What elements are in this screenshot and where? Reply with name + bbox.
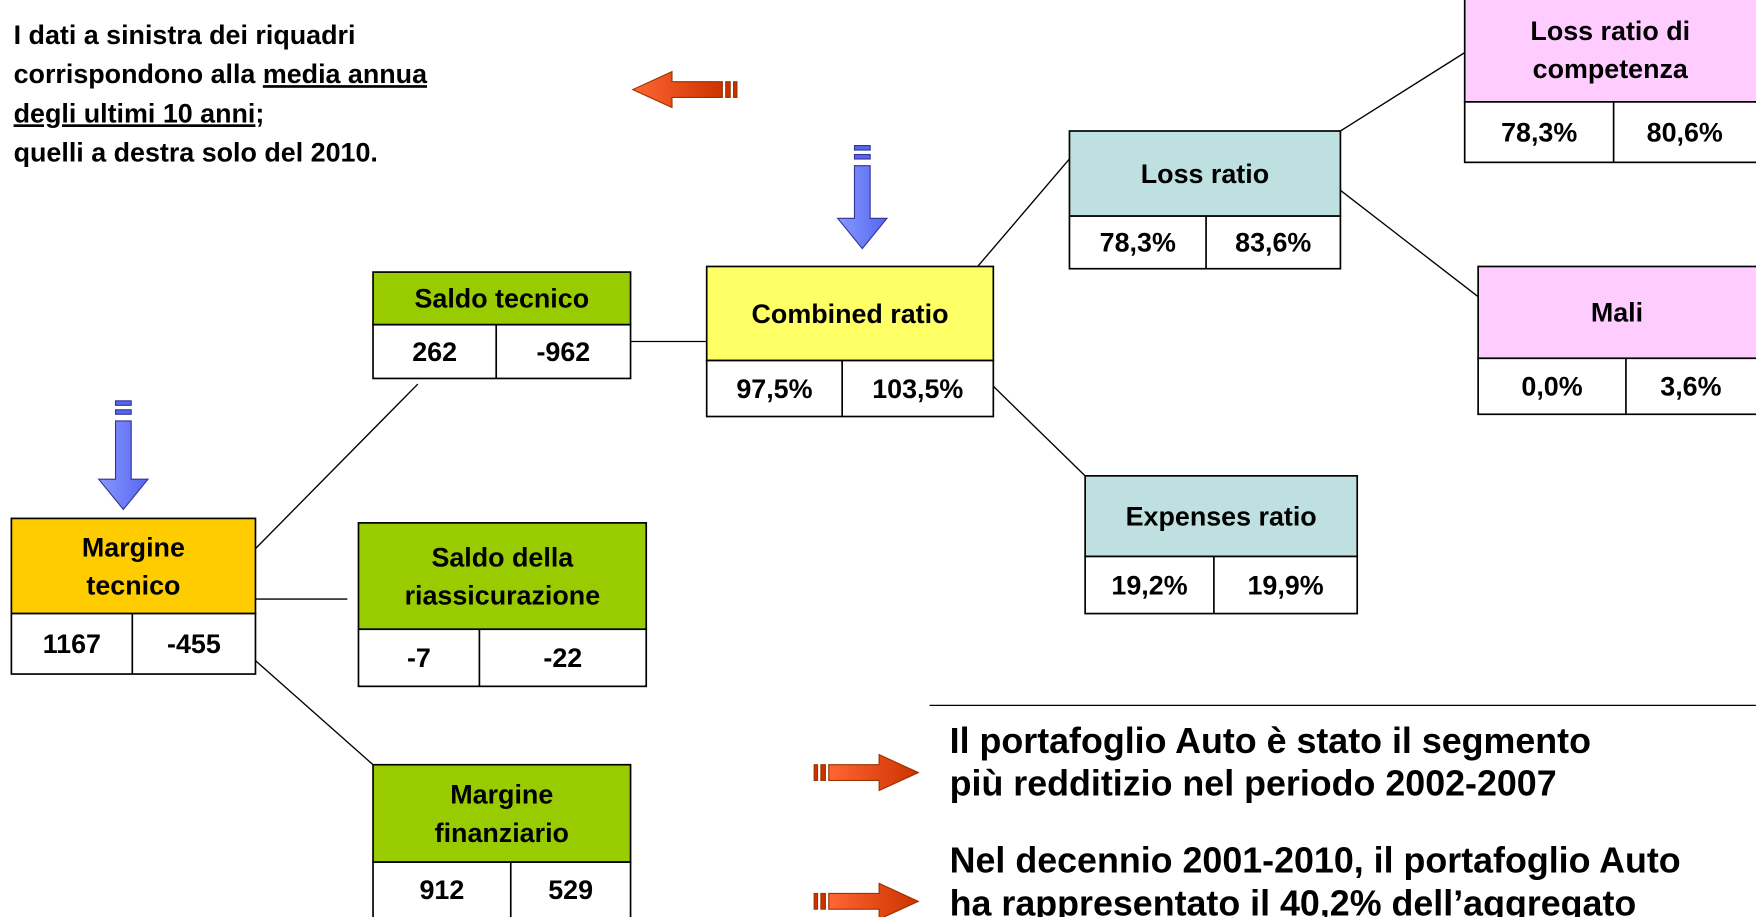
note-line: I dati a sinistra dei riquadri xyxy=(14,20,356,50)
box: Loss ratio di competenza 78,3% 80,6% xyxy=(1463,0,1756,164)
box-values xyxy=(10,612,257,675)
box-title: Margine xyxy=(450,780,553,810)
note-text: ; xyxy=(255,98,264,128)
bullet-text: Il portafoglio Auto è stato il segmento xyxy=(950,721,1591,761)
box-values xyxy=(1463,101,1756,164)
value-left: -7 xyxy=(407,643,431,673)
box-values xyxy=(357,628,648,688)
box-header xyxy=(10,517,257,615)
value-right: -22 xyxy=(543,643,582,673)
box-title: Combined ratio xyxy=(752,299,949,329)
bullet-text: Nel decennio 2001-2010, il portafoglio A… xyxy=(950,841,1681,881)
value-left: 1167 xyxy=(43,629,101,659)
connectors xyxy=(254,52,1756,766)
value-left: 19,2% xyxy=(1111,570,1187,600)
box-title: Loss ratio xyxy=(1141,159,1269,189)
value-left: 97,5% xyxy=(736,374,812,404)
value-right: 3,6% xyxy=(1660,372,1721,402)
value-left: 912 xyxy=(419,875,464,905)
box-values xyxy=(705,359,995,418)
box-header xyxy=(1463,0,1756,103)
box-title: Saldo della xyxy=(431,542,574,572)
value-left: 0,0% xyxy=(1521,372,1582,402)
box-values xyxy=(1068,215,1342,270)
down-arrows xyxy=(97,144,889,511)
arrows xyxy=(631,70,920,917)
bullet-text: più redditizio nel periodo 2002-2007 xyxy=(950,763,1557,803)
box-title: finanziario xyxy=(435,818,569,848)
value-left: 78,3% xyxy=(1501,117,1577,147)
note-text: I dati a sinistra dei riquadri xyxy=(14,20,356,50)
box-title: Loss ratio di xyxy=(1530,16,1690,46)
note-text: corrispondono alla xyxy=(14,59,263,89)
box-values xyxy=(1084,555,1359,615)
value-right: -455 xyxy=(167,629,221,659)
box: Margine finanziario 912 529 xyxy=(372,763,632,917)
box-header xyxy=(357,522,648,631)
box-values xyxy=(1477,357,1756,416)
note-line: quelli a destra solo del 2010. xyxy=(14,138,378,168)
box-title: Mali xyxy=(1591,298,1643,328)
value-left: 78,3% xyxy=(1100,228,1176,258)
note-line: corrispondono alla media annua xyxy=(14,59,428,89)
box: Saldo della riassicurazione -7 -22 xyxy=(357,522,648,688)
note-line: degli ultimi 10 anni; xyxy=(14,98,265,128)
value-right: 80,6% xyxy=(1647,117,1723,147)
note-text: degli ultimi 10 anni xyxy=(14,98,256,128)
box-header xyxy=(372,763,632,863)
box-header xyxy=(705,265,995,362)
value-right: -962 xyxy=(536,337,590,367)
value-right: 103,5% xyxy=(872,374,963,404)
box-title: riassicurazione xyxy=(405,580,601,610)
bullet-text: ha rappresentato il 40,2% dell’aggregato xyxy=(950,883,1637,917)
box: Loss ratio 78,3% 83,6% xyxy=(1068,130,1342,270)
box: Margine tecnico 1167 -455 xyxy=(10,517,257,675)
box: Mali 0,0% 3,6% xyxy=(1477,265,1756,416)
box-header xyxy=(1068,130,1342,217)
box-title: competenza xyxy=(1533,54,1689,84)
box: Combined ratio 97,5% 103,5% xyxy=(705,265,995,418)
value-right: 83,6% xyxy=(1235,228,1311,258)
box-title: Margine xyxy=(82,532,185,562)
box-values xyxy=(372,323,632,380)
box: Expenses ratio 19,2% 19,9% xyxy=(1084,475,1359,615)
box: Saldo tecnico 262 -962 xyxy=(372,271,632,380)
note-text: quelli a destra solo del 2010. xyxy=(14,138,378,168)
box-values xyxy=(372,861,632,917)
box-title: tecnico xyxy=(86,570,180,600)
note-text: media annua xyxy=(263,59,428,89)
value-right: 529 xyxy=(548,875,593,905)
box-header xyxy=(1477,265,1756,360)
value-right: 19,9% xyxy=(1247,570,1323,600)
box-title: Expenses ratio xyxy=(1126,501,1317,531)
box-title: Saldo tecnico xyxy=(414,284,589,314)
value-left: 262 xyxy=(412,337,457,367)
